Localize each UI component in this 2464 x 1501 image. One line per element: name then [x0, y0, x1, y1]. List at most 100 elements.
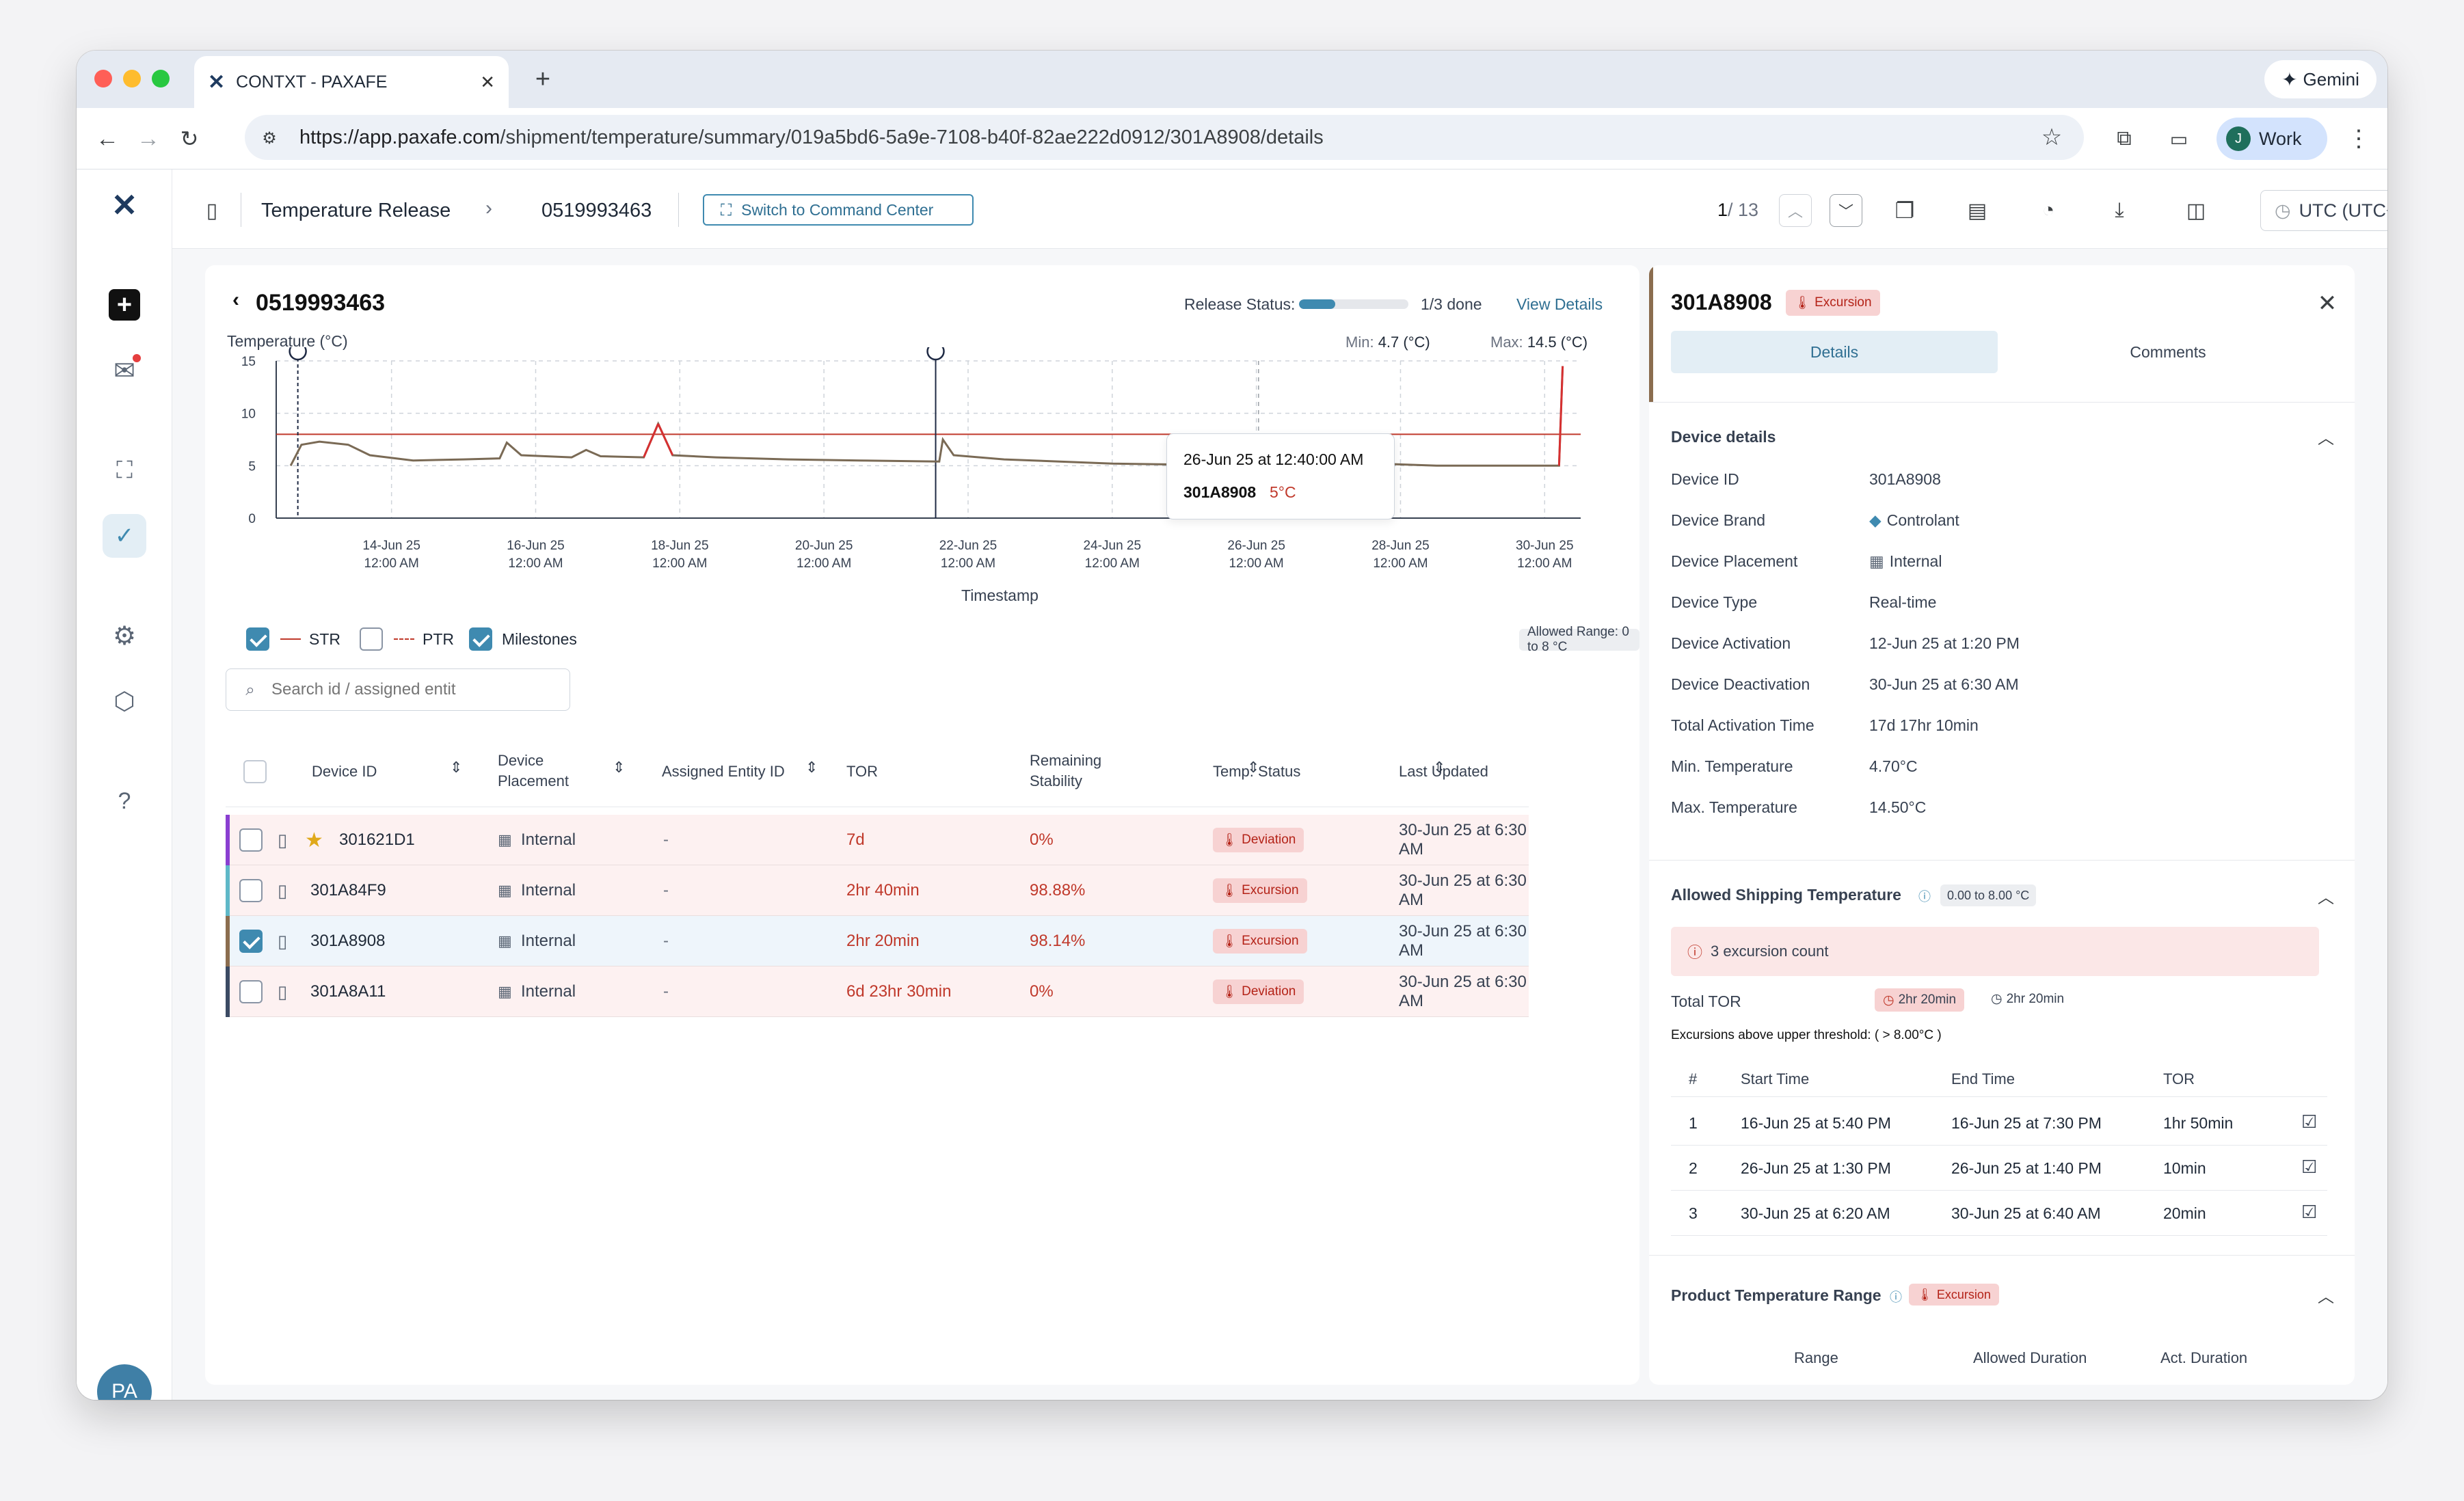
- browser-tab[interactable]: ✕ CONTXT - PAXAFE ✕: [194, 56, 509, 108]
- row-checkbox[interactable]: [239, 980, 263, 1003]
- back-arrow-icon[interactable]: ←: [96, 125, 119, 152]
- select-all-checkbox[interactable]: [243, 760, 267, 783]
- sort-icon[interactable]: ⇕: [1433, 759, 1446, 776]
- product-range-title: Product Temperature Range: [1671, 1286, 1882, 1304]
- collapse-chevron-up-icon[interactable]: ︿: [2318, 429, 2334, 448]
- milestones-checkbox[interactable]: [469, 627, 492, 651]
- search-box[interactable]: ⌕: [226, 668, 570, 711]
- ai-assist-icon[interactable]: ◔: [2041, 199, 2055, 221]
- chat-icon[interactable]: ▤: [1967, 199, 1987, 222]
- device-id[interactable]: 301621D1: [339, 830, 415, 849]
- sort-icon[interactable]: ⇕: [1247, 759, 1260, 776]
- divider: [1649, 860, 2355, 861]
- close-panel-icon[interactable]: ✕: [2317, 290, 2338, 316]
- back-chevron-icon[interactable]: ‹: [232, 288, 239, 311]
- device-id[interactable]: 301A84F9: [310, 881, 386, 900]
- collapse-chevron-up-icon[interactable]: ︿: [2318, 1287, 2334, 1306]
- table-row[interactable]: ▯ 301A8A11 ▦ Internal - 6d 23hr 30min 0% 🌡 Devia…: [226, 966, 1529, 1017]
- split-panel-icon[interactable]: ◫: [2186, 199, 2206, 222]
- ptr-checkbox[interactable]: [360, 627, 383, 651]
- notification-dot: [133, 354, 141, 362]
- row-checkbox[interactable]: [239, 828, 263, 852]
- release-status-label: Release Status:: [1184, 295, 1296, 313]
- str-checkbox[interactable]: [246, 627, 269, 651]
- sort-icon[interactable]: ⇕: [450, 759, 463, 776]
- site-settings-icon[interactable]: ⚙: [262, 129, 277, 148]
- device-id[interactable]: 301A8A11: [310, 982, 386, 1001]
- close-window-button[interactable]: [94, 70, 112, 87]
- info-icon[interactable]: ⓘ: [1890, 1290, 1902, 1304]
- info-icon[interactable]: ⓘ: [1918, 890, 1931, 904]
- collapse-chevron-up-icon[interactable]: ︿: [2318, 888, 2334, 907]
- detail-value-wrap: 12-Jun 25 at 1:20 PM: [1869, 634, 2020, 653]
- help-icon[interactable]: ?: [118, 787, 131, 814]
- check-circle-icon[interactable]: ☑: [2301, 1202, 2318, 1222]
- excursion-row: 1 16-Jun 25 at 5:40 PM 16-Jun 25 at 7:30 P…: [1671, 1100, 2327, 1146]
- header-device-placement[interactable]: Device Placement: [498, 752, 569, 789]
- header-temp-status[interactable]: Temp. Status: [1213, 763, 1301, 780]
- create-button[interactable]: +: [103, 283, 146, 327]
- status-label: Deviation: [1242, 833, 1296, 847]
- header-last-updated[interactable]: Last Updated: [1399, 763, 1488, 780]
- close-tab-icon[interactable]: ✕: [480, 71, 495, 92]
- search-input[interactable]: [271, 677, 559, 702]
- sort-icon[interactable]: ⇕: [805, 759, 818, 776]
- excursion-segment: [643, 423, 660, 458]
- tab-details[interactable]: Details: [1671, 331, 1998, 373]
- row-checkbox[interactable]: [239, 879, 263, 902]
- header-remaining-stability[interactable]: Remaining Stability: [1030, 752, 1102, 789]
- forward-arrow-icon[interactable]: →: [137, 125, 160, 152]
- check-circle-icon[interactable]: ☑: [2301, 1111, 2318, 1132]
- browser-menu-icon[interactable]: ⋮: [2347, 126, 2370, 152]
- copy-icon[interactable]: ❐: [1894, 198, 1915, 223]
- header-tor[interactable]: TOR: [846, 763, 879, 780]
- tooltip-value: 5°C: [1270, 483, 1296, 501]
- toggle-sidebar-icon[interactable]: ▯: [206, 199, 218, 222]
- temperature-release-nav-icon[interactable]: ✓: [103, 514, 146, 558]
- timezone-select[interactable]: ◷ UTC (UTC+0): [2260, 190, 2387, 231]
- shield-settings-icon[interactable]: ⬡: [113, 687, 135, 715]
- cast-icon[interactable]: ▭: [2169, 128, 2188, 150]
- row-checkbox[interactable]: [239, 930, 263, 953]
- profile-label: Work: [2259, 128, 2302, 149]
- bookmark-star-icon[interactable]: ☆: [2041, 124, 2063, 150]
- new-tab-icon[interactable]: +: [535, 64, 551, 94]
- table-row[interactable]: ▯ 301A8908 ▦ Internal - 2hr 20min 98.14% 🌡 Excur…: [226, 916, 1529, 966]
- header-assigned-entity[interactable]: Assigned Entity ID: [662, 763, 785, 780]
- user-avatar[interactable]: PA: [97, 1364, 152, 1400]
- profile-button[interactable]: J Work: [2217, 118, 2327, 160]
- total-tor-alt: ◷ 2hr 20min: [1991, 991, 2064, 1007]
- remaining-stability: 0%: [1030, 830, 1054, 849]
- minimize-window-button[interactable]: [123, 70, 141, 87]
- zoom-window-button[interactable]: [152, 70, 170, 87]
- reload-icon[interactable]: ↻: [180, 126, 199, 151]
- temperature-chart[interactable]: 0 5 10 15 14-Jun 25 12:00 AM 16-Jun 25 12:00 AM…: [205, 347, 1639, 580]
- scan-icon[interactable]: ⛶: [116, 457, 133, 483]
- tab-comments[interactable]: Comments: [2130, 342, 2206, 361]
- check-circle-icon[interactable]: ☑: [2301, 1157, 2318, 1177]
- detail-key: Total Activation Time: [1671, 716, 1814, 734]
- divider: [1649, 1255, 2355, 1256]
- product-header-allowed: Allowed Duration: [1973, 1349, 2087, 1366]
- address-bar[interactable]: ⚙ https://app.paxafe.com/shipment/temper…: [245, 115, 2084, 160]
- settings-gear-icon[interactable]: ⚙: [112, 621, 137, 651]
- sort-icon[interactable]: ⇕: [613, 759, 626, 776]
- view-details-link[interactable]: View Details: [1516, 295, 1603, 313]
- gemini-button[interactable]: ✦ Gemini: [2264, 60, 2376, 98]
- next-chevron-down-icon[interactable]: ﹀: [1830, 194, 1862, 227]
- device-id[interactable]: 301A8908: [310, 932, 386, 950]
- pager-total: / 13: [1728, 200, 1759, 220]
- header-device-id[interactable]: Device ID: [312, 763, 377, 780]
- extensions-icon[interactable]: ⧉: [2117, 127, 2132, 150]
- exc-end: 30-Jun 25 at 6:40 AM: [1951, 1204, 2101, 1222]
- table-row[interactable]: ▯ 301A84F9 ▦ Internal - 2hr 40min 98.88% 🌡 Excur…: [226, 865, 1529, 916]
- ptr-label: PTR: [423, 630, 454, 648]
- app-logo-icon[interactable]: ✕: [111, 187, 138, 223]
- previous-chevron-up-icon[interactable]: ︿: [1779, 194, 1812, 227]
- switch-command-center-button[interactable]: ⛶ Switch to Command Center: [703, 194, 974, 226]
- download-icon[interactable]: ⤓: [2115, 199, 2124, 221]
- inbox-icon[interactable]: ✉: [103, 349, 146, 392]
- breadcrumb-root[interactable]: Temperature Release: [261, 200, 451, 221]
- table-row[interactable]: ▯ ★ 301621D1 ▦ Internal - 7d 0% 🌡 Deviation 30-Jun…: [226, 815, 1529, 865]
- star-icon[interactable]: ★: [305, 828, 323, 852]
